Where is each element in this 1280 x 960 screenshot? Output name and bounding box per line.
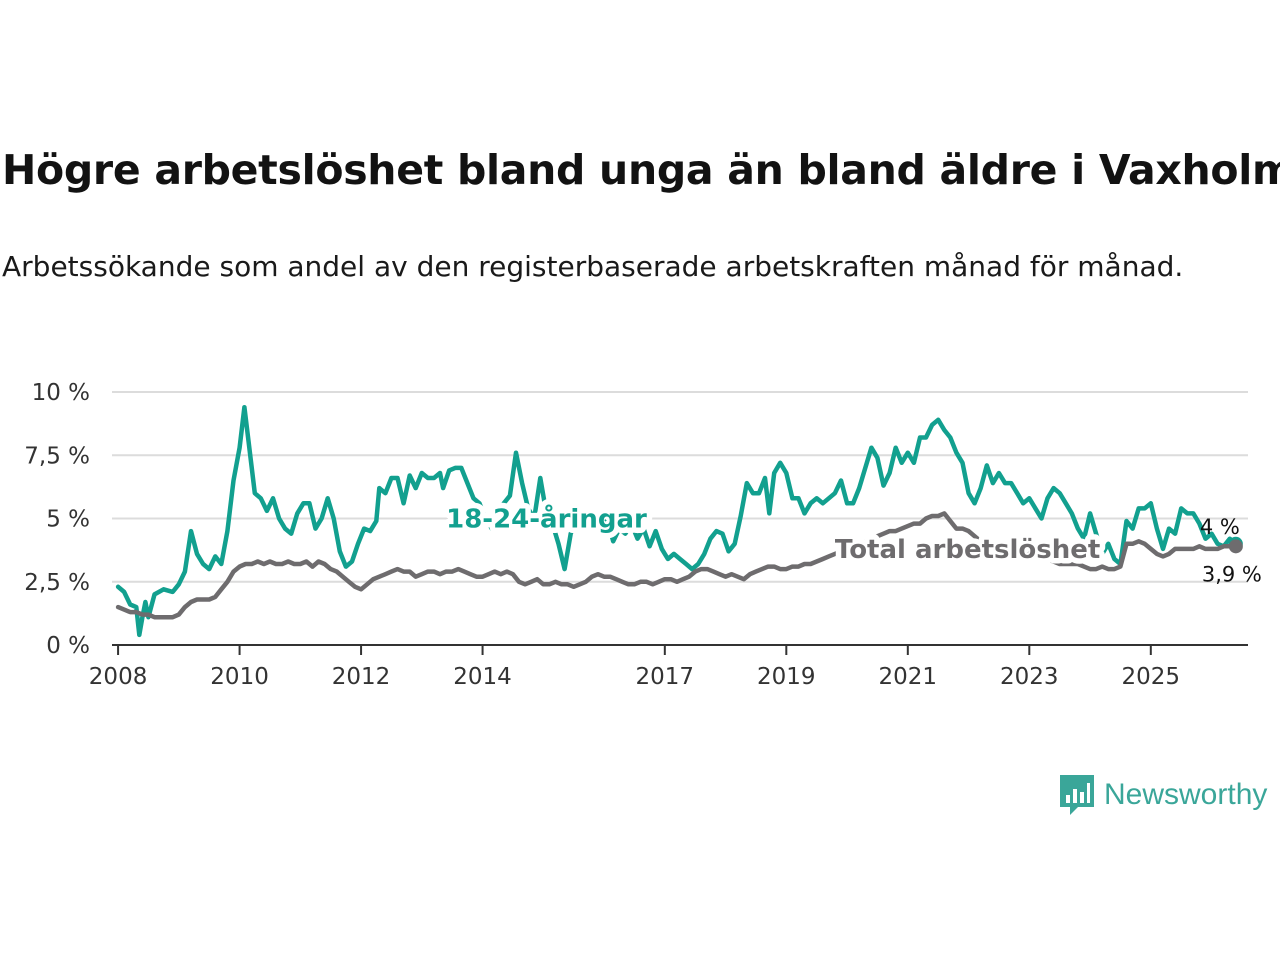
series-end-label-0: 4 % xyxy=(1200,515,1240,539)
y-tick-label: 5 % xyxy=(46,507,90,533)
chart-title: Högre arbetslöshet bland unga än bland ä… xyxy=(2,146,1280,194)
x-tick-label: 2017 xyxy=(636,664,695,690)
x-tick-label: 2010 xyxy=(210,664,269,690)
x-tick-label: 2008 xyxy=(89,664,148,690)
series-label-0: 18-24-åringar xyxy=(446,503,647,535)
x-tick-label: 2014 xyxy=(453,664,512,690)
axes: 0 % 2,5 % 5 % 7,5 % 10 % 2008 2010 2012 2014 2017… xyxy=(24,380,1248,690)
series-line-1 xyxy=(115,511,1239,620)
newsworthy-logo-icon xyxy=(1060,775,1094,815)
series-end-label-1: 3,9 % xyxy=(1202,562,1262,586)
series-line-0 xyxy=(115,404,1239,638)
series-label-1: Total arbetslöshet xyxy=(835,535,1100,565)
y-tick-label: 0 % xyxy=(46,633,90,659)
x-tick-label: 2025 xyxy=(1122,664,1181,690)
x-tick-label: 2019 xyxy=(757,664,816,690)
newsworthy-logo: Newsworthy xyxy=(1058,773,1267,817)
line-chart: 0 % 2,5 % 5 % 7,5 % 10 % 2008 2010 2012 2014 2017… xyxy=(24,380,1262,690)
brand-name: Newsworthy xyxy=(1104,778,1268,811)
y-tick-label: 2,5 % xyxy=(24,570,90,596)
y-tick-label: 10 % xyxy=(32,380,90,406)
labels: 4 % 3,9 % 18-24-åringar Total arbetslöshet xyxy=(441,497,1262,586)
x-tick-label: 2021 xyxy=(879,664,938,690)
x-tick-label: 2012 xyxy=(332,664,391,690)
chart-subtitle: Arbetssökande som andel av den registerb… xyxy=(2,250,1184,283)
series-end-marker-1 xyxy=(1228,539,1243,554)
y-tick-label: 7,5 % xyxy=(24,443,90,469)
series xyxy=(115,404,1243,638)
x-tick-label: 2023 xyxy=(1000,664,1059,690)
